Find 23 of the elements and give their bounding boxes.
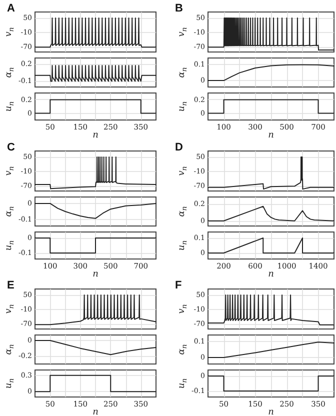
chart-title: F [175, 280, 182, 292]
line-series [34, 294, 156, 326]
line-series [34, 18, 156, 48]
chart-title: E [7, 280, 14, 292]
chart-title: C [7, 142, 15, 154]
line-series [208, 206, 334, 222]
line-series [34, 202, 156, 219]
x-axis-title: n [268, 408, 274, 416]
line-series [34, 340, 156, 356]
line-series [34, 65, 156, 82]
x-axis-title: n [268, 130, 274, 140]
line-series [208, 156, 334, 190]
x-axis-title: n [268, 270, 274, 280]
x-axis-title: n [92, 408, 99, 416]
x-axis-title: n [92, 130, 99, 140]
line-series [34, 156, 156, 190]
line-series [208, 294, 334, 326]
chart-title: A [7, 2, 15, 14]
x-axis-title: n [92, 270, 99, 280]
line-series [208, 342, 334, 358]
chart-title: B [175, 2, 183, 14]
line-series [208, 64, 334, 82]
chart-title: D [175, 142, 183, 154]
